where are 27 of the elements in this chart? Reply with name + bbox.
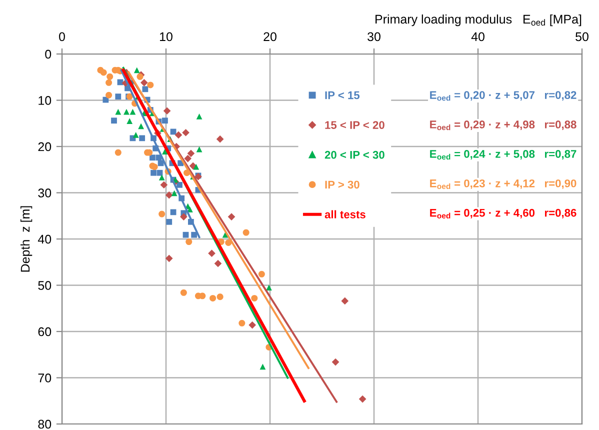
- y-tick-label: 0: [45, 50, 52, 59]
- y-tick-label: 70: [38, 374, 52, 382]
- annotation: E$_{oed}$ = 0,24 · z + 5,08 r=0,87: [430, 150, 576, 160]
- legend-label: 20 < IP < 30: [324, 150, 384, 159]
- y-tick-label: 10: [38, 96, 52, 105]
- annotation: E$_{oed}$ = 0,29 · z + 4,98 r=0,88: [430, 120, 576, 130]
- x-tick-label: 50: [576, 32, 588, 42]
- x-tick-label: 40: [471, 32, 484, 42]
- y-tick-label: 20: [38, 142, 52, 152]
- legend-label: 15 < IP < 20: [325, 121, 384, 129]
- y-axis-title: Depth z [m]: [20, 206, 32, 272]
- y-tick-label: 60: [38, 327, 52, 336]
- x-tick-label: 10: [160, 32, 172, 42]
- x-tick-label: 0: [59, 32, 65, 42]
- x-tick-label: 20: [264, 32, 276, 42]
- x-axis-title: Primary loading modulus E$_{oed}$ [MPa]: [376, 14, 582, 26]
- y-tick-label: 80: [38, 420, 52, 429]
- legend-label: all tests: [324, 210, 366, 218]
- y-tick-label: 50: [38, 281, 52, 290]
- annotation: E$_{oed}$ = 0,25 · z + 4,60 r=0,86: [430, 208, 576, 218]
- y-tick-label: 40: [38, 234, 52, 244]
- legend-label: IP > 30: [325, 180, 360, 189]
- y-tick-label: 30: [38, 188, 52, 198]
- x-tick-label: 30: [368, 32, 380, 42]
- annotation: E$_{oed}$ = 0,23 · z + 4,12 r=0,90: [430, 179, 576, 190]
- annotation: E$_{oed}$ = 0,20 · z + 5,07 r=0,82: [430, 91, 576, 101]
- legend-label: IP < 15: [325, 91, 360, 100]
